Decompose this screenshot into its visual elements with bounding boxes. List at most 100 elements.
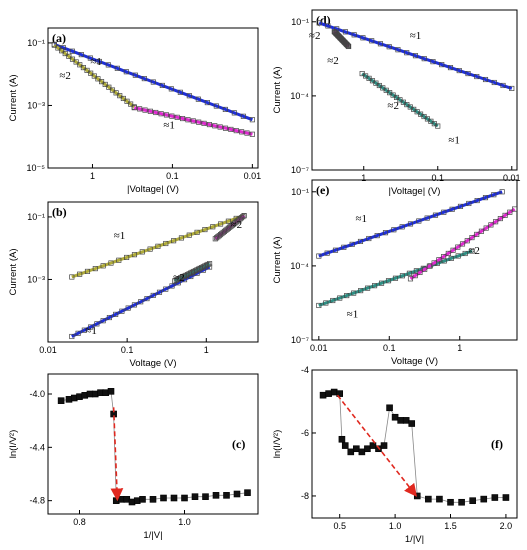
data-point [141,76,147,82]
plot-area [69,213,247,340]
data-point [341,442,349,449]
data-point [330,297,336,304]
data-point [455,244,461,250]
data-point [174,114,180,120]
data-point [462,250,468,257]
data-point [332,247,339,253]
data-point [222,106,228,112]
data-point [180,115,186,122]
fit-line [318,21,513,90]
data-point [500,82,506,89]
slope-annotation: ≈2 [468,245,480,257]
data-point [457,203,464,209]
data-point [380,442,388,449]
data-point [421,56,427,62]
x-tick-label: 0.01 [244,171,262,181]
data-point [158,111,164,117]
data-point [100,318,106,324]
data-point [125,305,131,311]
data-point [347,448,355,456]
data-point [448,255,454,261]
data-point [212,123,218,129]
slope-annotation: ≈2 [327,55,339,67]
transition-arrow [110,407,124,502]
data-point [469,235,475,241]
data-point [353,445,360,453]
data-point [430,59,436,65]
data-point [445,250,451,256]
data-point [249,117,255,123]
data-point [69,48,75,54]
x-tick-label: 0.5 [333,521,346,531]
data-point [144,296,150,302]
data-point [92,266,98,272]
data-point [171,238,177,244]
x-tick-label: 1 [457,343,462,353]
data-point [323,300,329,306]
data-point [499,189,505,195]
panel-a: 1 0.1 0.01 10⁻¹ 10⁻³ 10⁻⁵ |Voltage| (V) Current… [8,27,262,195]
data-point [344,293,350,299]
y-tick-label: -4.0 [29,389,45,399]
data-point [80,65,86,71]
y-axis-label: Current (A) [8,75,19,122]
y-tick-label: -4.8 [29,496,45,506]
data-point [156,289,163,295]
data-point [94,321,100,327]
data-point [358,288,364,294]
data-point [116,257,122,263]
data-point [119,308,125,314]
panel-b: 0.01 0.1 1 10⁻¹ 10⁻³ Voltage (V) Current (A) (b… [8,201,259,369]
data-point [228,126,234,132]
data-point [450,247,456,253]
data-point [178,235,184,241]
y-axis-label: Current (A) [8,249,19,296]
panel-c: 0.8 1.0 -4.0 -4.4 -4.8 1/|V| ln(I/V²) (c) [8,373,259,541]
data-point [507,209,513,215]
data-point [186,232,192,238]
data-point [372,283,378,289]
data-point [478,228,484,234]
data-point [441,254,447,260]
data-point [342,29,348,35]
plot-area [57,388,251,506]
data-point [168,86,174,92]
data-point [338,435,346,443]
data-point [399,273,405,279]
panel-f: 0.5 1.0 1.5 2.0 -4 -6 -8 1/|V| ln(I/V²) (f) [272,365,518,545]
data-point [177,89,183,95]
panel-label: (a) [52,31,66,45]
data-point [482,195,489,201]
data-point [391,227,397,233]
data-point [412,53,419,59]
data-point [100,263,106,269]
data-point [447,498,454,506]
data-point [190,118,196,124]
data-point [364,445,371,453]
data-point [474,231,480,237]
data-point [408,420,416,427]
data-point [244,130,250,136]
data-point [185,117,191,123]
data-point [324,250,330,256]
data-point [488,222,494,228]
data-point [240,214,246,220]
data-point [436,495,443,503]
data-point [84,268,91,274]
data-point [142,107,148,113]
data-point [131,105,137,111]
data-point [469,248,475,254]
y-tick-label: 10⁻¹ [27,212,45,222]
data-point [435,123,441,129]
data-point [128,101,134,107]
data-point [417,269,423,276]
data-point [150,79,156,85]
y-tick-label: 10⁻¹ [291,17,309,27]
data-point [202,227,208,233]
data-point [137,106,143,112]
data-point [432,212,439,218]
slope-annotation: ≈2 [59,70,71,82]
data-point [325,23,331,29]
data-point [153,109,159,116]
x-axis-label: |Voltage| (V) [127,184,179,195]
